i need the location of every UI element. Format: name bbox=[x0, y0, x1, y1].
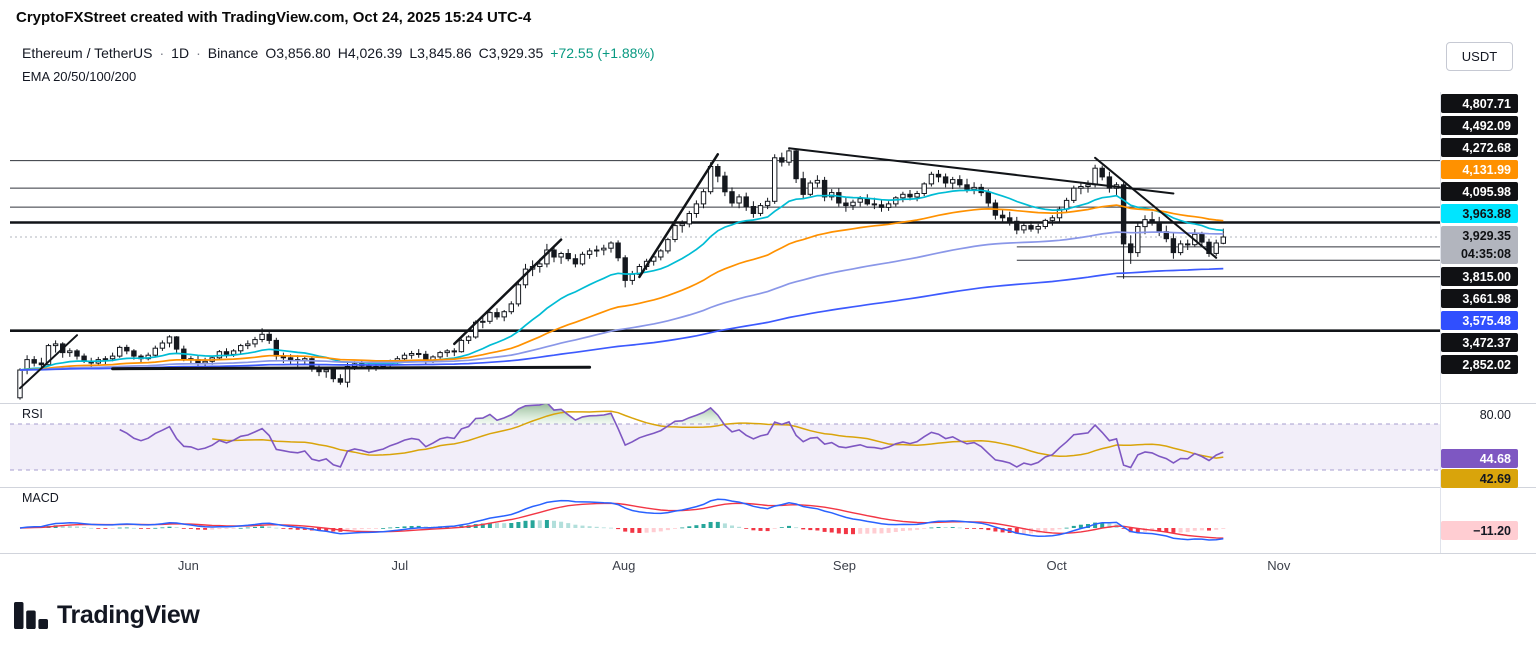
open-label: O bbox=[265, 45, 277, 61]
price-change: +72.55 (+1.88%) bbox=[550, 45, 655, 61]
price-label-last-price-countdown: 3,929.35 04:35:08 bbox=[1441, 226, 1518, 264]
price-label-level-4492: 4,492.09 bbox=[1441, 116, 1518, 135]
ema-20-line bbox=[19, 189, 1224, 371]
ema-50-line bbox=[19, 204, 1224, 371]
price-label-ema200-value: 3,575.48 bbox=[1441, 311, 1518, 330]
pane-separators bbox=[0, 92, 1536, 554]
high-value: 4,026.39 bbox=[347, 45, 403, 61]
close-value: 3,929.35 bbox=[488, 45, 544, 61]
up-candles bbox=[17, 150, 1226, 399]
ohlc-low: L 3,845.86 bbox=[409, 45, 471, 61]
x-axis-label-jun: Jun bbox=[177, 558, 199, 573]
price-label-ema20-value: 3,963.88 bbox=[1441, 204, 1518, 223]
ohlc-high: H 4,026.39 bbox=[338, 45, 403, 61]
trendline-4[interactable] bbox=[638, 153, 720, 279]
price-label-level-4095: 4,095.98 bbox=[1441, 182, 1518, 201]
macd-value-badge: −11.20 bbox=[1441, 521, 1518, 540]
macd-indicator-label[interactable]: MACD bbox=[22, 491, 59, 505]
ema-200-line bbox=[19, 267, 1224, 371]
rsi-indicator-label[interactable]: RSI bbox=[22, 407, 43, 421]
trendline-2[interactable] bbox=[111, 365, 592, 371]
exchange-label: Binance bbox=[207, 45, 259, 61]
macd-line bbox=[19, 498, 1224, 541]
attribution-text: CryptoFXStreet created with TradingView.… bbox=[16, 9, 532, 26]
separator-dot: · bbox=[159, 45, 165, 61]
symbol-legend[interactable]: Ethereum / TetherUS · 1D · Binance O 3,85… bbox=[22, 45, 655, 61]
down-candles bbox=[31, 150, 1212, 383]
main-pane[interactable] bbox=[10, 147, 1440, 400]
price-label-ema50-value: 4,131.99 bbox=[1441, 160, 1518, 179]
rsi-band bbox=[10, 424, 1440, 470]
open-value: 3,856.80 bbox=[276, 45, 331, 61]
rsi-pane[interactable] bbox=[10, 403, 1440, 471]
x-axis-label-sep: Sep bbox=[832, 558, 857, 573]
rsi-ma-line bbox=[212, 410, 1224, 459]
macd-pane[interactable] bbox=[19, 498, 1226, 541]
currency-usdt-button[interactable]: USDT bbox=[1446, 42, 1513, 71]
price-label-level-3661: 3,661.98 bbox=[1441, 289, 1518, 308]
x-axis-label-jul: Jul bbox=[391, 558, 409, 573]
symbol-name[interactable]: Ethereum / TetherUS bbox=[22, 45, 153, 61]
interval-label[interactable]: 1D bbox=[171, 45, 190, 61]
close-label: C bbox=[478, 45, 489, 61]
ohlc-open: O 3,856.80 bbox=[265, 45, 330, 61]
rsi-value-badge: 44.68 bbox=[1441, 449, 1518, 468]
price-label-level-3815: 3,815.00 bbox=[1441, 267, 1518, 286]
x-axis-label-nov: Nov bbox=[1267, 558, 1291, 573]
bar-close-countdown: 04:35:08 bbox=[1460, 247, 1511, 261]
ohlc-close: C 3,929.35 bbox=[479, 45, 544, 61]
trendline-6[interactable] bbox=[1094, 156, 1218, 259]
tradingview-logo-text: TradingView bbox=[57, 601, 200, 629]
low-value: 3,845.86 bbox=[417, 45, 472, 61]
x-axis-label-oct: Oct bbox=[1046, 558, 1067, 573]
price-label-level-4807: 4,807.71 bbox=[1441, 94, 1518, 113]
separator-dot: · bbox=[196, 45, 201, 61]
trendline-1[interactable] bbox=[19, 334, 78, 390]
rsi-scale-label-80: 80.00 bbox=[1479, 408, 1511, 422]
price-scale[interactable]: 4,807.71 4,492.09 4,272.68 4,131.99 4,095.98… bbox=[1441, 94, 1518, 374]
rsi-ma-value-badge: 42.69 bbox=[1441, 469, 1518, 488]
tradingview-icon bbox=[14, 602, 48, 629]
price-label-level-2852: 2,852.02 bbox=[1441, 355, 1518, 374]
x-axis-label-aug: Aug bbox=[612, 558, 636, 573]
trendline-5[interactable] bbox=[788, 147, 1175, 195]
low-label: L bbox=[409, 45, 418, 61]
ema-100-line bbox=[19, 231, 1224, 371]
rsi-line bbox=[119, 404, 1224, 469]
high-label: H bbox=[337, 45, 348, 61]
tradingview-logo[interactable]: TradingView bbox=[14, 601, 200, 630]
time-axis[interactable]: Jun Jul Aug Sep Oct Nov bbox=[0, 558, 1536, 578]
macd-signal-line bbox=[19, 502, 1224, 539]
ema-legend[interactable]: EMA 20/50/100/200 bbox=[22, 69, 137, 84]
price-label-level-4272: 4,272.68 bbox=[1441, 138, 1518, 157]
price-label-level-3472: 3,472.37 bbox=[1441, 333, 1518, 352]
trendline-3[interactable] bbox=[453, 238, 563, 346]
